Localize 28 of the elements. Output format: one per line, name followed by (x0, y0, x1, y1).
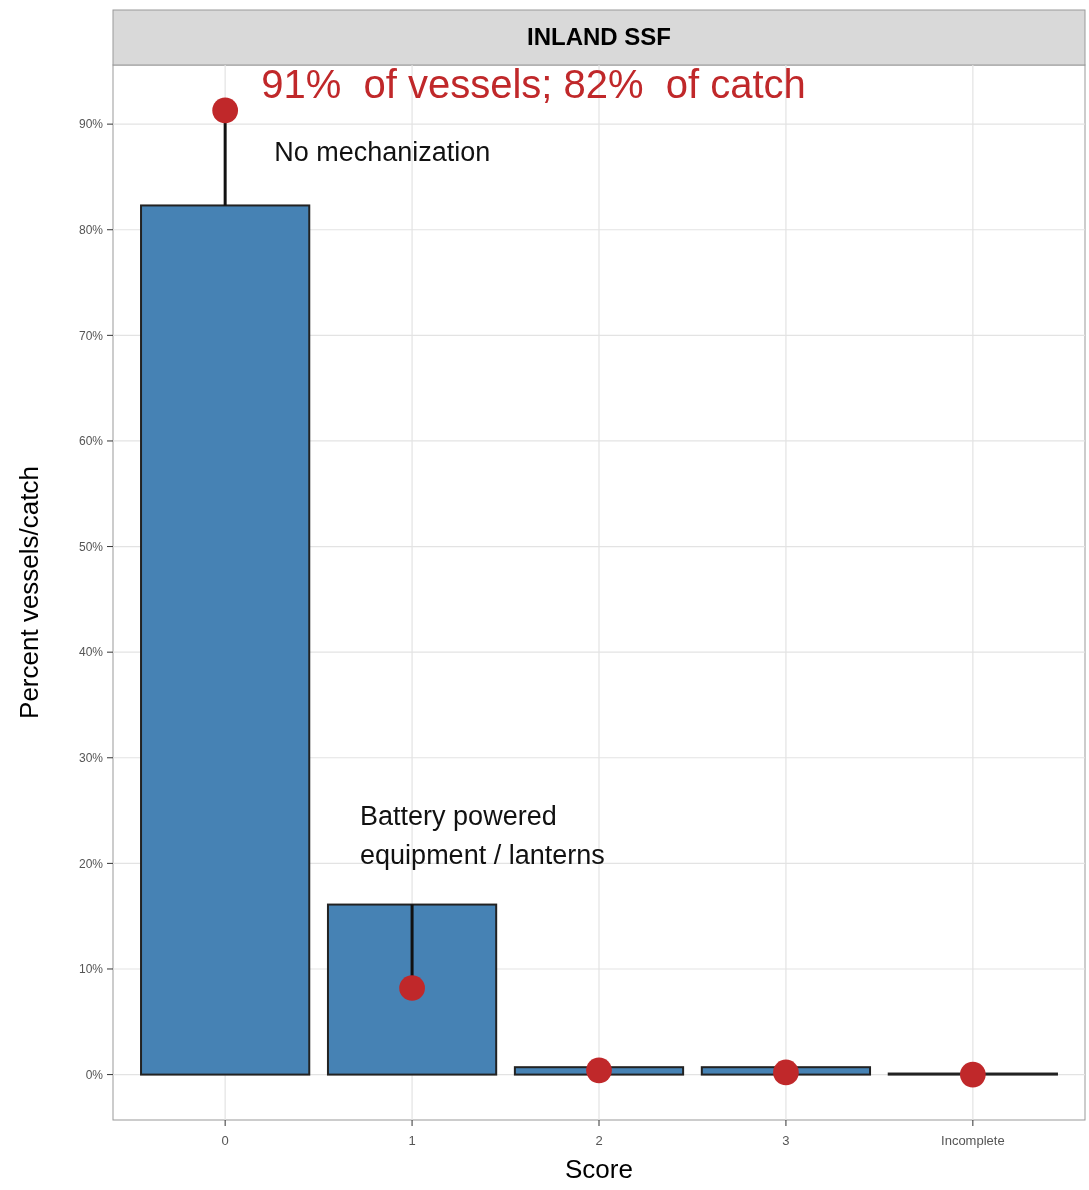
y-tick-label: 40% (78, 645, 104, 660)
x-tick-label: 3 (782, 1133, 790, 1148)
y-tick-label: 80% (78, 222, 104, 237)
annotation: Battery powered equipment / lanterns (360, 800, 605, 870)
annotation: 91% of vessels; 82% of catch (261, 62, 806, 107)
y-axis-title: Percent vessels/catch (14, 466, 44, 719)
annotation: No mechanization (274, 137, 491, 168)
point (586, 1057, 612, 1084)
point (959, 1061, 986, 1088)
x-tick-label: 0 (221, 1133, 229, 1148)
y-tick-label: 30% (78, 750, 104, 765)
point (773, 1059, 799, 1086)
y-tick-label: 50% (78, 539, 104, 554)
bar (326, 903, 498, 1076)
x-axis-title: Score (565, 1154, 633, 1184)
y-tick-label: 60% (78, 434, 104, 449)
y-tick-label: 10% (78, 962, 104, 977)
x-tick-label: Incomplete (941, 1133, 1005, 1148)
y-tick-label: 0% (85, 1067, 104, 1082)
point (399, 975, 425, 1001)
point (212, 97, 239, 124)
x-tick-label: 2 (595, 1133, 603, 1148)
x-tick-label: 1 (408, 1133, 416, 1148)
y-tick-label: 20% (78, 856, 104, 871)
chart-title: INLAND SSF (527, 23, 671, 50)
y-tick-label: 90% (78, 117, 104, 132)
y-tick-label: 70% (78, 328, 104, 343)
bar (140, 204, 311, 1076)
